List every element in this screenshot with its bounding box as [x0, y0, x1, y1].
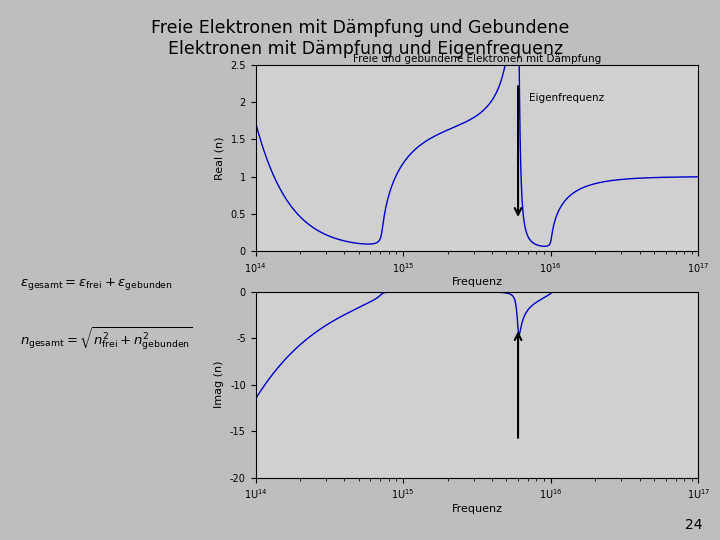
Text: Elektronen mit Dämpfung und Eigenfrequenz: Elektronen mit Dämpfung und Eigenfrequen…	[157, 40, 563, 58]
Text: Freie Elektronen mit Dämpfung und Gebundene: Freie Elektronen mit Dämpfung und Gebund…	[150, 19, 570, 37]
Y-axis label: Real (n): Real (n)	[215, 136, 225, 180]
Text: $\varepsilon_\mathrm{gesamt} = \varepsilon_\mathrm{frei} + \varepsilon_\mathrm{g: $\varepsilon_\mathrm{gesamt} = \varepsil…	[19, 276, 172, 292]
Title: Freie und gebundene Elektronen mit Dämpfung: Freie und gebundene Elektronen mit Dämpf…	[353, 54, 601, 64]
Text: $n_\mathrm{gesamt} = \sqrt{n_\mathrm{frei}^2 + n_\mathrm{gebunden}^2}$: $n_\mathrm{gesamt} = \sqrt{n_\mathrm{fre…	[19, 325, 192, 352]
X-axis label: Frequenz: Frequenz	[451, 504, 503, 514]
Text: 24: 24	[685, 518, 702, 532]
X-axis label: Frequenz: Frequenz	[451, 278, 503, 287]
Text: Eigenfrequenz: Eigenfrequenz	[528, 93, 604, 103]
Y-axis label: Imag (n): Imag (n)	[215, 361, 225, 408]
